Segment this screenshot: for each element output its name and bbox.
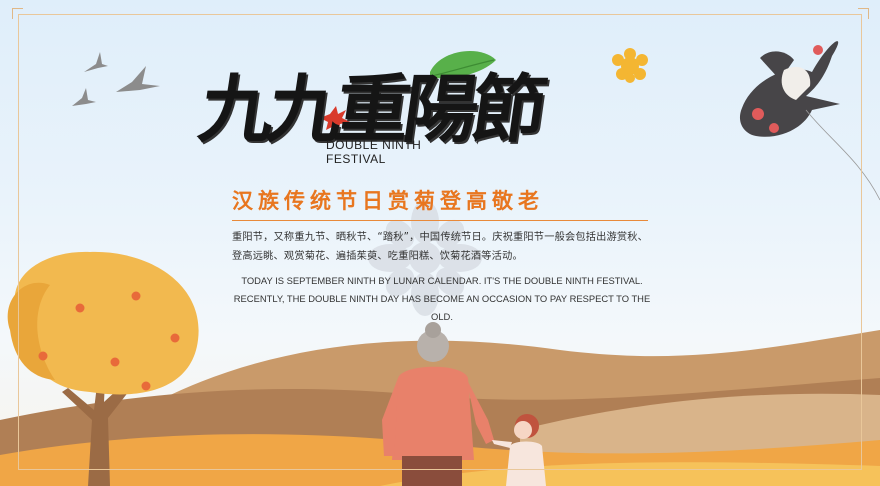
chrysanthemum-icon xyxy=(612,48,648,83)
english-description: TODAY IS SEPTEMBER NINTH BY LUNAR CALEND… xyxy=(233,275,651,322)
persimmon-fruit xyxy=(38,351,48,361)
persimmon-fruit xyxy=(110,357,120,367)
swallow-kite-icon xyxy=(739,41,880,201)
persimmon-fruit xyxy=(75,303,85,313)
english-subtitle-line2: FESTIVAL xyxy=(326,152,386,166)
child-figure xyxy=(492,414,546,486)
maple-leaf-icon xyxy=(320,106,350,132)
english-subtitle: DOUBLE NINTH FESTIVAL xyxy=(326,138,446,166)
persimmon-fruit xyxy=(141,381,151,391)
festival-heading: 汉族传统节日赏菊登高敬老 xyxy=(232,189,544,213)
chinese-description: 重阳节，又称重九节、晒秋节、“踏秋”，中国传统节日。庆祝重阳节一般会包括出游赏秋… xyxy=(232,232,649,262)
grandmother-figure xyxy=(382,322,494,486)
persimmon-tree xyxy=(7,251,199,486)
frame-corner xyxy=(12,8,23,19)
english-subtitle-line1: DOUBLE NINTH xyxy=(326,138,422,152)
leaf-icon xyxy=(430,50,496,79)
persimmon-fruit xyxy=(131,291,141,301)
persimmon-fruit xyxy=(170,333,180,343)
hill-front-yellow xyxy=(380,462,880,486)
frame-corner xyxy=(858,8,869,19)
flower-watermark xyxy=(368,200,482,316)
bird-icon xyxy=(72,52,160,106)
heading-divider xyxy=(232,220,648,221)
